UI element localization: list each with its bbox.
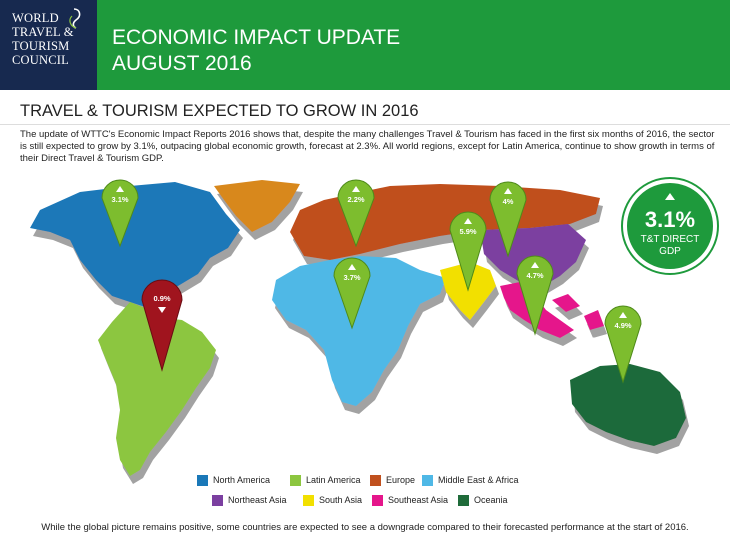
legend-item: Latin America [290,474,361,487]
logo-line: TRAVEL & [12,25,74,39]
map-pin-northeast-asia[interactable]: 4% [489,181,527,258]
legend-swatch [197,475,208,487]
legend-item: Europe [370,474,416,487]
legend-label: South Asia [319,495,363,505]
logo-line: WORLD [12,11,59,25]
map-pin-south-asia[interactable]: 5.9% [449,211,487,292]
latin-america-shape [98,302,216,476]
wttc-logo: WORLD TRAVEL & TOURISM COUNCIL [0,0,97,90]
header-title: ECONOMIC IMPACT UPDATE [112,26,401,49]
legend-item: Northeast Asia [212,494,287,507]
legend-label: Middle East & Africa [438,475,519,485]
legend-item: South Asia [303,494,363,507]
header-banner: WORLD TRAVEL & TOURISM COUNCIL ECONOMIC … [0,0,730,90]
legend-label: Europe [386,475,416,485]
intro-paragraph: The update of WTTC's Economic Impact Rep… [20,129,715,164]
up-arrow-icon [464,218,472,224]
legend-swatch [290,475,301,487]
oceania-shape [570,364,686,446]
legend-label: Northeast Asia [228,495,287,505]
legend-item: Oceania [458,494,508,507]
up-arrow-icon [352,186,360,192]
pin-value: 4.7% [526,271,543,280]
legend-label: Southeast Asia [388,495,449,505]
legend-swatch [303,495,314,507]
pin-value: 2.2% [347,195,364,204]
pin-value: 4.9% [614,321,631,330]
section-title: TRAVEL & TOURISM EXPECTED TO GROW IN 201… [20,102,419,120]
pin-value: 3.1% [111,195,128,204]
globe-swirl-icon [69,8,81,29]
legend-swatch [422,475,433,487]
southeast-asia-islands-shape [552,294,604,330]
footer-note: While the global picture remains positiv… [41,522,689,533]
north-america-shape [30,182,240,308]
header-subtitle: AUGUST 2016 [112,52,252,75]
map-pin-southeast-asia[interactable]: 4.7% [516,255,554,336]
pin-value: 4% [503,197,514,206]
global-growth-badge: 3.1% T&T DIRECT GDP [621,177,719,275]
up-arrow-icon [116,186,124,192]
greenland-shape [214,180,300,232]
up-arrow-icon [504,188,512,194]
badge-label: GDP [659,246,681,257]
legend-label: North America [213,475,271,485]
legend-swatch [458,495,469,507]
legend-item: Southeast Asia [372,494,449,507]
up-arrow-icon [665,193,675,200]
up-arrow-icon [348,264,356,270]
map-pin-europe[interactable]: 2.2% [337,179,375,248]
legend-item: Middle East & Africa [422,474,519,487]
map-pin-middle-east-africa[interactable]: 3.7% [333,257,371,330]
middle-east-africa-shape [272,256,446,406]
legend-label: Latin America [306,475,361,485]
divider [0,124,730,125]
pin-value: 3.7% [343,273,360,282]
legend-swatch [370,475,381,487]
logo-line: COUNCIL [12,53,69,67]
world-map-svg: 3.1% 0.9% 2.2% 3.7% 5.9% 4% [30,177,719,476]
map-pin-oceania[interactable]: 4.9% [604,305,642,384]
pin-value: 0.9% [153,294,170,303]
badge-label: T&T DIRECT [641,234,700,245]
legend-label: Oceania [474,495,508,505]
pin-value: 5.9% [459,227,476,236]
map-pin-latin-america[interactable]: 0.9% [141,279,183,372]
legend-item: North America [197,474,271,487]
badge-value: 3.1% [645,207,695,232]
legend-swatch [212,495,223,507]
map-pin-north-america[interactable]: 3.1% [101,179,139,248]
world-map: 3.1% 0.9% 2.2% 3.7% 5.9% 4% [0,170,730,540]
up-arrow-icon [619,312,627,318]
logo-line: TOURISM [12,39,70,53]
legend-swatch [372,495,383,507]
up-arrow-icon [531,262,539,268]
down-arrow-icon [158,307,166,313]
